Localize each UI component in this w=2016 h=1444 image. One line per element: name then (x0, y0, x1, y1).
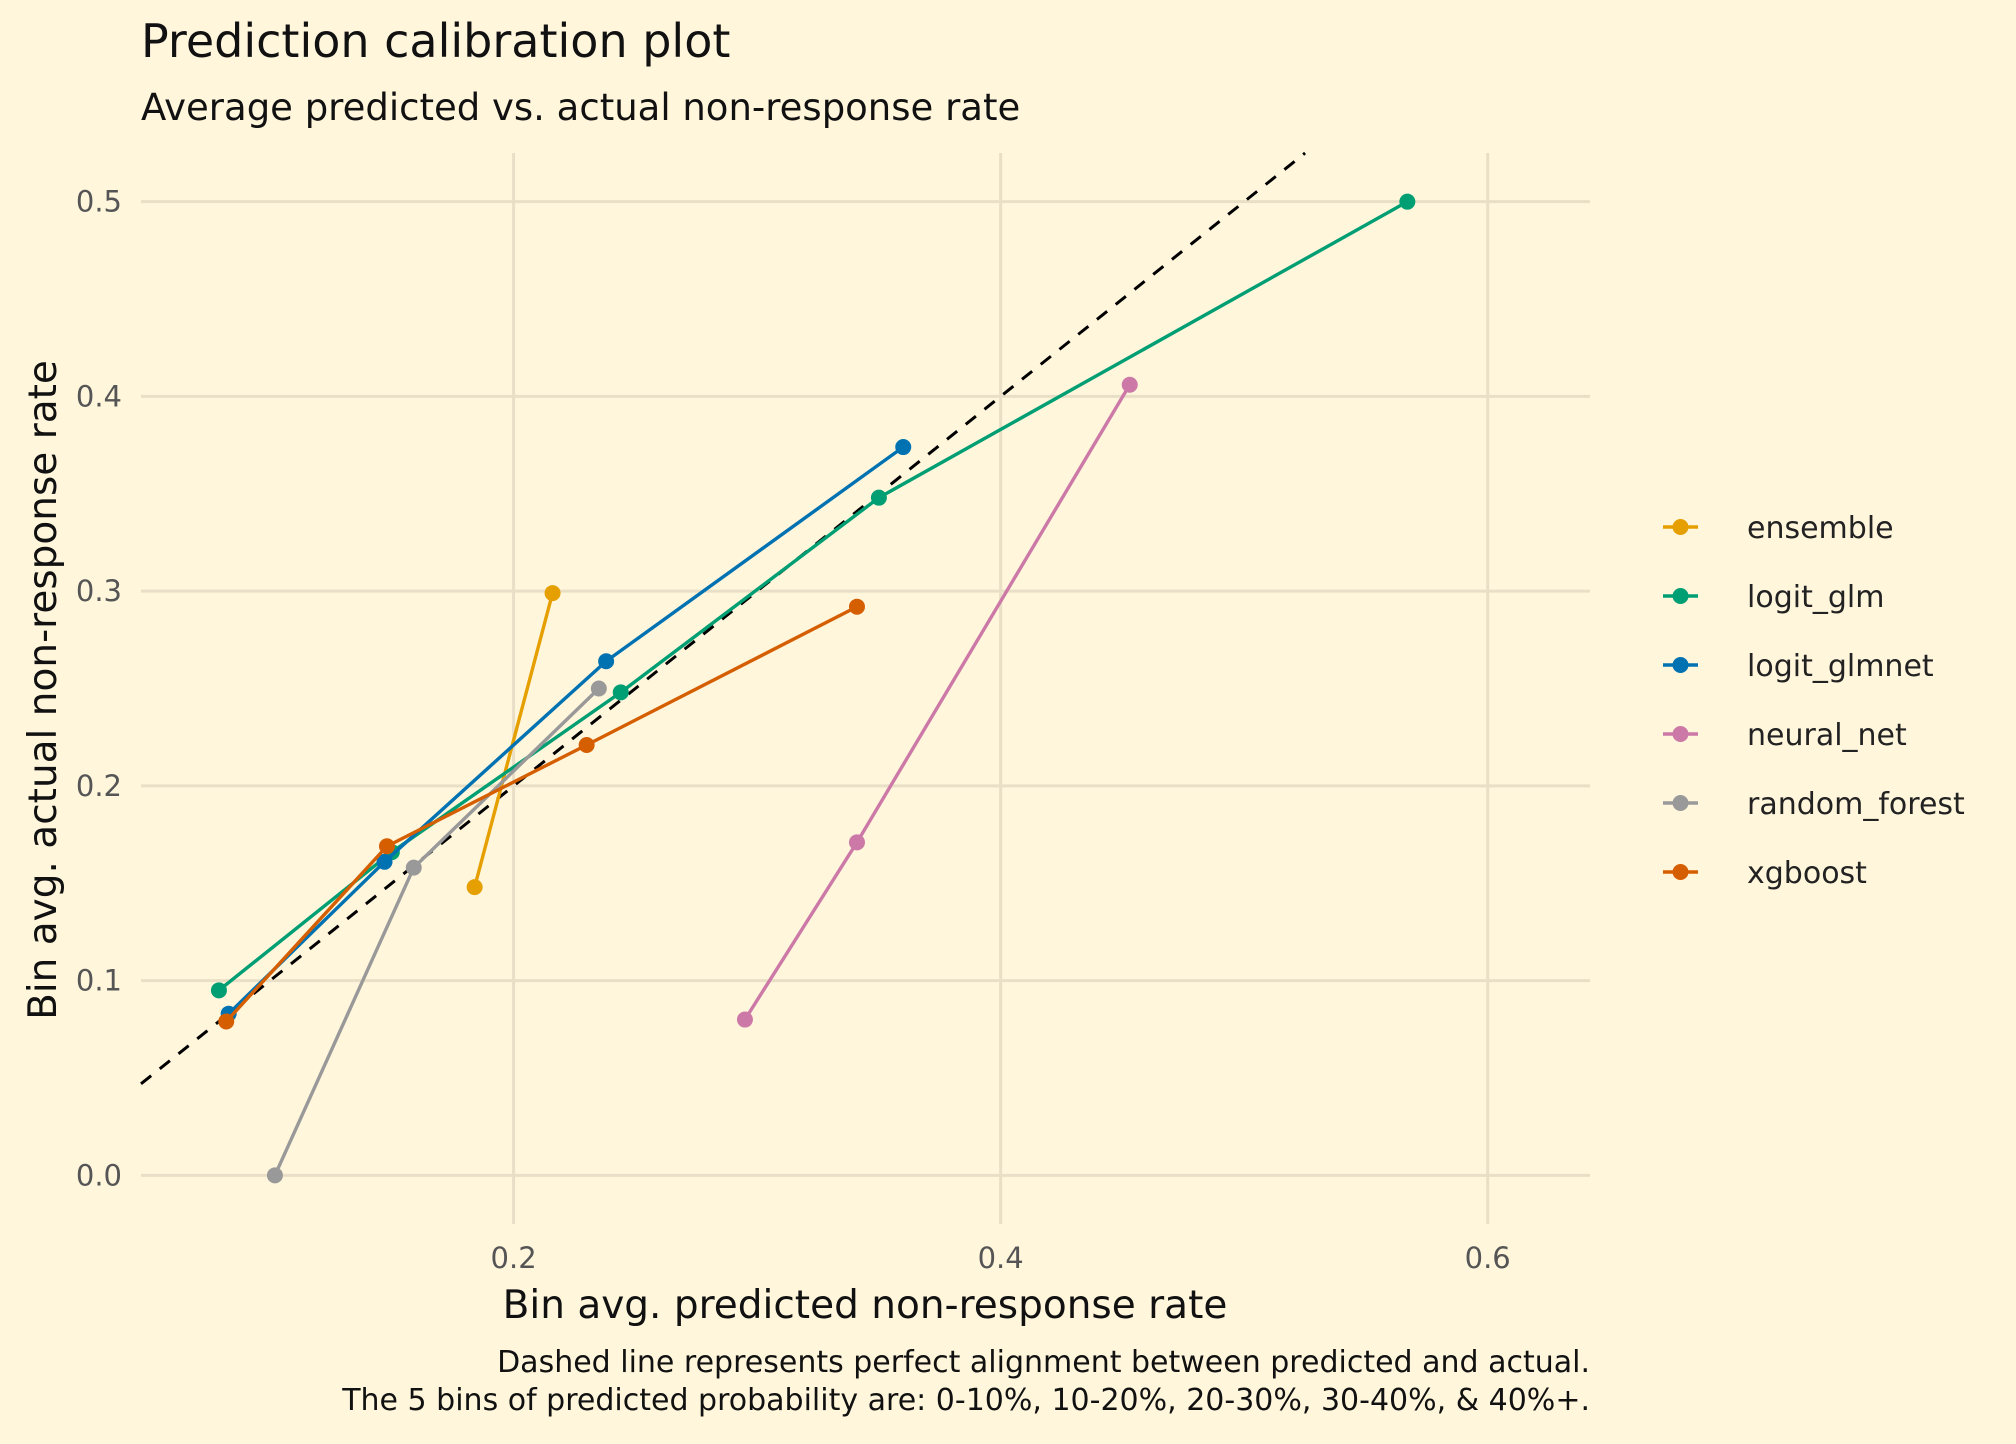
legend-key-point (1672, 588, 1689, 604)
legend-item-logit-glmnet: logit_glmnet (1663, 649, 1934, 684)
data-point (736, 1011, 753, 1028)
data-point (544, 585, 561, 602)
series-xgboost (218, 598, 865, 1030)
series-random-forest (266, 680, 607, 1184)
series-line (472, 591, 555, 889)
data-point (218, 1013, 235, 1030)
reference-layer (140, 151, 1307, 1085)
series-line (226, 445, 905, 1016)
data-point (590, 680, 607, 697)
legend-label: logit_glmnet (1747, 649, 1934, 684)
caption-line-1: Dashed line represents perfect alignment… (497, 1345, 1590, 1380)
data-point (466, 879, 483, 896)
legend-key-point (1672, 657, 1689, 673)
series-line (224, 605, 859, 1024)
grid-layer (141, 153, 1590, 1224)
data-point (376, 853, 393, 870)
data-point (210, 982, 227, 999)
legend-label: logit_glm (1747, 580, 1884, 615)
data-point (378, 838, 395, 855)
data-point (405, 859, 422, 876)
data-point (266, 1167, 283, 1184)
legend-item-logit-glm: logit_glm (1663, 580, 1884, 615)
data-point (578, 736, 595, 753)
chart-title: Prediction calibration plot (141, 14, 730, 68)
perfect-calibration-line (140, 151, 1307, 1085)
data-point (895, 439, 912, 456)
y-axis-ticks: 0.0 0.1 0.2 0.3 0.4 0.5 (76, 185, 122, 1193)
legend-item-neural-net: neural_net (1663, 718, 1907, 753)
y-tick-label: 0.2 (76, 769, 122, 803)
y-tick-label: 0.5 (76, 185, 122, 219)
legend: ensemble logit_glm logit_glmnet neural_netr… (1663, 511, 1965, 891)
data-point (1121, 376, 1138, 393)
legend-item-random-forest: random_forest (1663, 787, 1965, 822)
y-tick-label: 0.1 (76, 964, 122, 998)
caption-line-2: The 5 bins of predicted probability are:… (341, 1383, 1590, 1418)
legend-label: random_forest (1747, 787, 1965, 822)
chart-subtitle: Average predicted vs. actual non-respons… (141, 86, 1020, 129)
series-neural-net (736, 376, 1138, 1028)
y-tick-label: 0.0 (76, 1158, 122, 1192)
y-tick-label: 0.4 (76, 379, 122, 413)
legend-key-point (1672, 795, 1689, 811)
x-tick-label: 0.2 (491, 1241, 537, 1275)
data-point (612, 684, 629, 701)
data-point (848, 834, 865, 851)
series-logit-glm (210, 193, 1416, 999)
y-axis-title: Bin avg. actual non-response rate (21, 360, 66, 1020)
x-axis-title: Bin avg. predicted non-response rate (503, 1283, 1228, 1328)
x-axis-ticks: 0.2 0.4 0.6 (491, 1241, 1511, 1275)
legend-item-xgboost: xgboost (1663, 856, 1867, 891)
x-tick-label: 0.6 (1465, 1241, 1511, 1275)
legend-label: xgboost (1747, 856, 1867, 891)
legend-key-point (1672, 726, 1689, 742)
legend-label: ensemble (1747, 511, 1894, 546)
legend-key-point (1672, 519, 1689, 535)
legend-key-point (1672, 864, 1689, 880)
data-point (870, 489, 887, 506)
legend-item-ensemble: ensemble (1663, 511, 1894, 546)
series-logit-glmnet (220, 439, 912, 1022)
series-layer (210, 193, 1416, 1184)
data-point (598, 653, 615, 670)
series-ensemble (466, 585, 561, 896)
legend-label: neural_net (1747, 718, 1907, 753)
y-tick-label: 0.3 (76, 574, 122, 608)
data-point (848, 598, 865, 615)
x-tick-label: 0.4 (978, 1241, 1024, 1275)
data-point (1399, 193, 1416, 210)
